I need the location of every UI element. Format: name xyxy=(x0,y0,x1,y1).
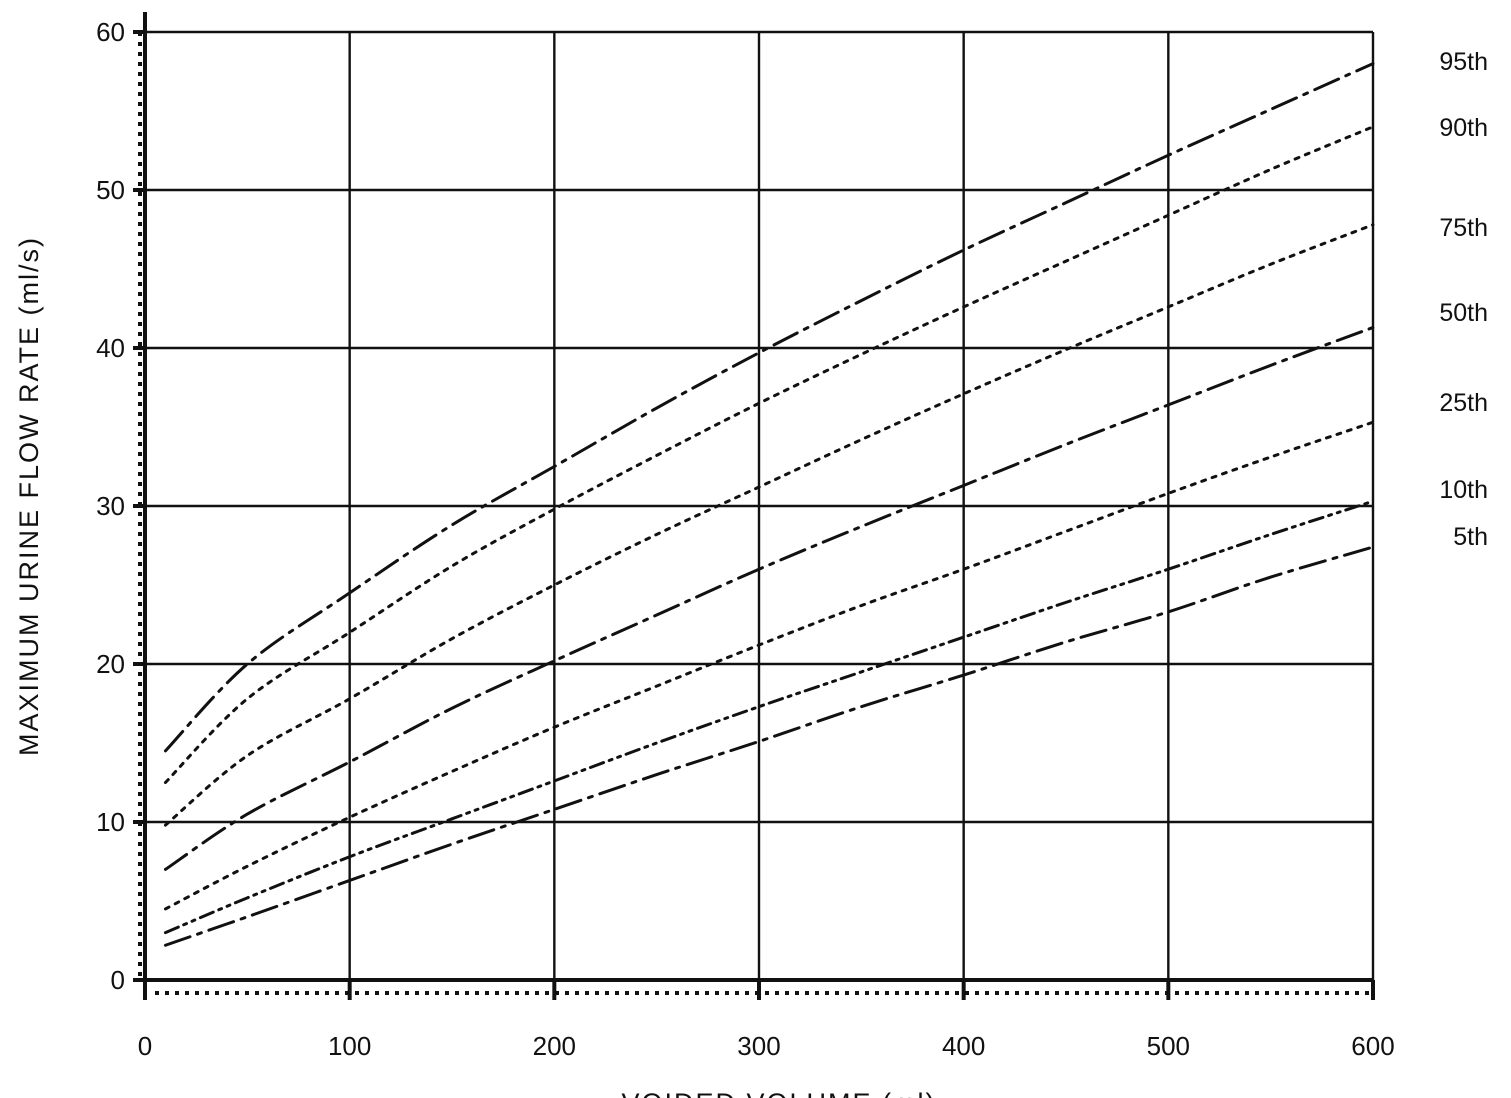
x-tick-label-500: 500 xyxy=(1147,1031,1190,1061)
grid xyxy=(145,30,1375,980)
series-line-5th xyxy=(163,545,1375,947)
x-tick-label-400: 400 xyxy=(942,1031,985,1061)
y-tick-label-0: 0 xyxy=(111,965,125,995)
y-tick-label-30: 30 xyxy=(96,491,125,521)
y-axis-title: MAXIMUM URINE FLOW RATE (ml/s) xyxy=(14,236,44,756)
series-line-50th xyxy=(163,325,1375,871)
series-line-25th xyxy=(163,420,1375,911)
series-line-90th xyxy=(163,125,1375,784)
series-line-75th xyxy=(163,223,1375,827)
axes xyxy=(133,12,1375,1000)
y-tick-label-20: 20 xyxy=(96,649,125,679)
series-label-90th: 90th xyxy=(1439,114,1488,142)
series-label-10th: 10th xyxy=(1439,476,1488,504)
series-label-50th: 50th xyxy=(1439,299,1488,327)
x-tick-label-100: 100 xyxy=(328,1031,371,1061)
y-tick-label-50: 50 xyxy=(96,175,125,205)
series-label-25th: 25th xyxy=(1439,389,1488,417)
y-tick-labels: 0 10 20 30 40 50 60 xyxy=(96,17,125,995)
y-tick-label-10: 10 xyxy=(96,807,125,837)
series-line-95th xyxy=(163,62,1375,753)
y-tick-label-60: 60 xyxy=(96,17,125,47)
series-label-95th: 95th xyxy=(1439,48,1488,76)
series-lines xyxy=(163,62,1375,947)
series-label-5th: 5th xyxy=(1453,523,1488,551)
y-tick-label-40: 40 xyxy=(96,333,125,363)
series-labels: 95th 90th 75th 50th 25th 10th 5th xyxy=(1439,48,1488,551)
x-tick-label-0: 0 xyxy=(138,1031,152,1061)
x-tick-label-600: 600 xyxy=(1351,1031,1394,1061)
x-tick-label-300: 300 xyxy=(737,1031,780,1061)
series-label-75th: 75th xyxy=(1439,214,1488,242)
x-tick-label-200: 200 xyxy=(533,1031,576,1061)
x-tick-labels: 0 100 200 300 400 500 600 xyxy=(138,1031,1395,1061)
series-line-10th xyxy=(163,499,1375,935)
x-axis-title: VOIDED VOLUME (ml) xyxy=(621,1088,936,1098)
